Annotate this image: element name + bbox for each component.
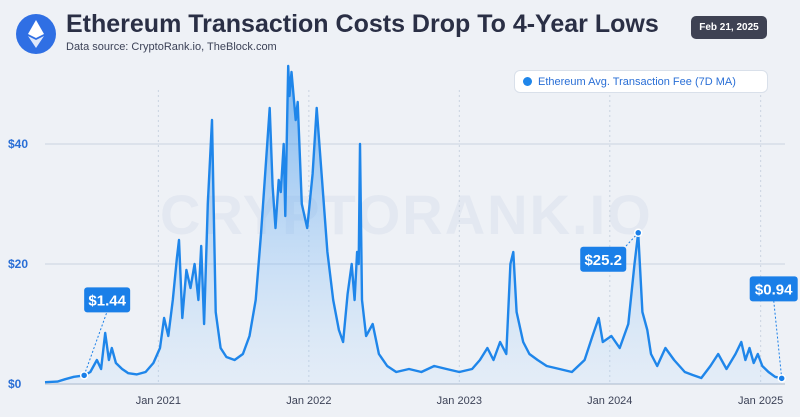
y-tick-label: $40	[8, 137, 28, 151]
x-tick-label: Jan 2021	[136, 395, 181, 407]
y-tick-label: $0	[8, 377, 22, 391]
annotation-label: $1.44	[88, 292, 126, 309]
legend-marker	[523, 77, 532, 86]
x-tick-label: Jan 2025	[738, 395, 783, 407]
annotation-label: $25.2	[584, 252, 622, 269]
annotation-leader	[773, 300, 783, 379]
annotation-callout: $0.94	[749, 276, 798, 302]
y-tick-label: $20	[8, 257, 28, 271]
annotation-point	[633, 228, 643, 238]
page-title: Ethereum Transaction Costs Drop To 4-Yea…	[66, 10, 659, 38]
annotation-label: $0.94	[755, 281, 793, 298]
annotation-callout: $25.2	[580, 246, 627, 272]
x-tick-label: Jan 2023	[437, 395, 482, 407]
series-area	[45, 66, 782, 384]
date-badge: Feb 21, 2025	[691, 16, 767, 39]
data-source: Data source: CryptoRank.io, TheBlock.com	[66, 41, 277, 53]
chart-legend: Ethereum Avg. Transaction Fee (7D MA)	[514, 70, 768, 93]
annotation-point	[777, 374, 786, 383]
annotation-leader	[83, 311, 108, 376]
watermark: CRYPTORANK.IO	[160, 183, 653, 246]
annotation-callout: $1.44	[84, 287, 131, 313]
legend-label: Ethereum Avg. Transaction Fee (7D MA)	[538, 75, 736, 88]
x-tick-label: Jan 2024	[587, 395, 632, 407]
x-tick-label: Jan 2022	[286, 395, 331, 407]
annotation-point	[79, 371, 89, 380]
series-line	[44, 64, 782, 384]
ethereum-icon	[16, 14, 56, 54]
